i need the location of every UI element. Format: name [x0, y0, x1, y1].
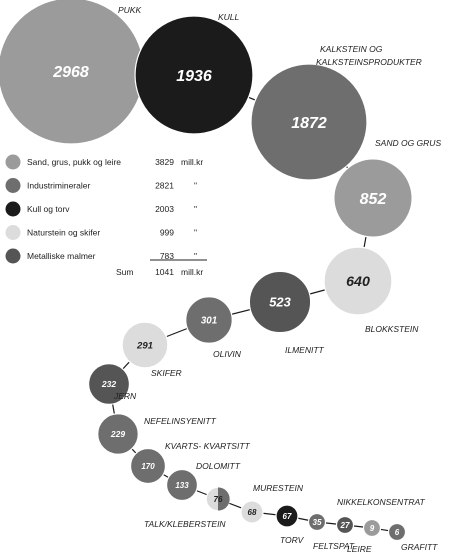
legend-swatch	[5, 201, 21, 217]
bubble-label: JERN	[113, 391, 137, 401]
legend-unit: mill.kr	[181, 157, 203, 167]
bubble-kalkstein-og-kalksteinsprodukter: 1872	[250, 63, 368, 181]
legend-item-naturstein-og-skifer: Naturstein og skifer 999 "	[5, 225, 197, 240]
bubble-label: MURESTEIN	[253, 483, 304, 493]
bubble-leire: 9	[362, 518, 382, 538]
legend-name: Naturstein og skifer	[27, 228, 100, 238]
bubble-nefelinsyenitt: 229	[97, 413, 139, 455]
bubble-olivin: 301	[185, 296, 233, 344]
bubble-label: OLIVIN	[213, 349, 242, 359]
legend-unit: "	[194, 181, 197, 191]
bubble-grafitt: 6	[387, 522, 407, 542]
bubble-label: SAND OG GRUS	[375, 138, 441, 148]
bubble-label: KALKSTEIN OG	[320, 44, 383, 54]
bubble-label: DOLOMITT	[196, 461, 241, 471]
bubble-label: TALK/KLEBERSTEIN	[144, 519, 226, 529]
bubble-value: 291	[136, 340, 153, 351]
legend-sum-label: Sum	[116, 267, 133, 277]
legend-name: Kull og torv	[27, 204, 70, 214]
bubble-dolomitt: 133	[165, 468, 199, 502]
bubble-value: 67	[283, 512, 292, 521]
bubble-label: LEIRE	[347, 544, 372, 554]
legend-value: 999	[160, 228, 174, 238]
bubble-label: ILMENITT	[285, 345, 325, 355]
bubble-label: PUKK	[118, 5, 141, 15]
bubble-label: GRAFITT	[401, 542, 438, 552]
bubble-nikkelkonsentrat: 27	[335, 515, 355, 535]
bubble-kull: 1936	[134, 15, 254, 135]
legend-value: 2003	[155, 204, 174, 214]
legend-swatch	[5, 225, 21, 240]
bubble-value: 1936	[176, 68, 212, 85]
bubble-ilmenitt: 523	[248, 270, 312, 334]
legend-item-sand-grus-pukk-og-leire: Sand, grus, pukk og leire 3829 mill.kr	[5, 154, 203, 170]
legend-value: 3829	[155, 157, 174, 167]
bubble-value: 170	[141, 462, 155, 471]
legend-value: 783	[160, 251, 174, 261]
bubble-label: KALKSTEINSPRODUKTER	[316, 57, 422, 67]
bubble-label: NIKKELKONSENTRAT	[337, 497, 426, 507]
legend: Sand, grus, pukk og leire 3829 mill.kr Indu…	[5, 154, 207, 277]
bubble-value: 35	[313, 518, 322, 527]
legend-name: Industrimineraler	[27, 181, 90, 191]
legend-swatch	[5, 248, 21, 264]
bubble-value: 523	[269, 295, 290, 310]
bubble-value: 301	[201, 316, 217, 327]
bubble-value: 640	[346, 274, 370, 290]
legend-item-metalliske-malmer: Metalliske malmer 783 "	[5, 248, 197, 264]
bubble-value: 68	[248, 508, 257, 517]
bubble-value: 2968	[52, 64, 89, 81]
bubble-pukk: 2968	[0, 0, 145, 145]
bubble-label: BLOKKSTEIN	[365, 324, 419, 334]
bubble-label: SKIFER	[151, 368, 182, 378]
bubble-value: 232	[101, 379, 117, 389]
bubble-value: 9	[370, 524, 375, 533]
bubble-sand-og-grus: 852	[333, 158, 413, 238]
bubble-value: 229	[110, 429, 125, 439]
legend-swatch	[5, 178, 21, 193]
legend-swatch	[5, 154, 21, 170]
legend-unit: "	[194, 204, 197, 214]
bubble-murestein: 68	[240, 500, 264, 524]
legend-item-industrimineraler: Industrimineraler 2821 "	[5, 178, 197, 193]
bubble-value: 1872	[291, 115, 327, 132]
bubble-label: KULL	[218, 12, 240, 22]
bubble-label: NEFELINSYENITT	[144, 416, 217, 426]
bubble-value: 76	[214, 495, 223, 504]
bubble-value: 133	[175, 481, 189, 490]
legend-unit: "	[194, 228, 197, 238]
bubble-skifer: 291	[121, 321, 169, 369]
legend-item-kull-og-torv: Kull og torv 2003 "	[5, 201, 197, 217]
legend-name: Sand, grus, pukk og leire	[27, 157, 121, 167]
bubble-value: 27	[340, 521, 350, 530]
bubble-label: FELTSPAT	[313, 541, 355, 551]
legend-sum-value: 1041	[155, 267, 174, 277]
legend-name: Metalliske malmer	[27, 251, 96, 261]
bubble-blokkstein: 640	[323, 246, 393, 316]
bubble-feltspat: 35	[307, 512, 327, 532]
bubble-torv: 67	[275, 504, 299, 528]
bubble-label: KVARTS- KVARTSITT	[165, 441, 251, 451]
legend-unit: "	[194, 251, 197, 261]
bubble-jern: 232	[87, 362, 131, 406]
bubble-value: 6	[395, 528, 400, 537]
bubble-kvarts-kvartsitt: 170	[129, 447, 167, 485]
bubble-value: 852	[360, 191, 387, 208]
bubble-talk-kleberstein: 76	[205, 486, 231, 512]
legend-value: 2821	[155, 181, 174, 191]
bubble-label: TORV	[280, 535, 305, 545]
legend-sum-unit: mill.kr	[181, 267, 203, 277]
